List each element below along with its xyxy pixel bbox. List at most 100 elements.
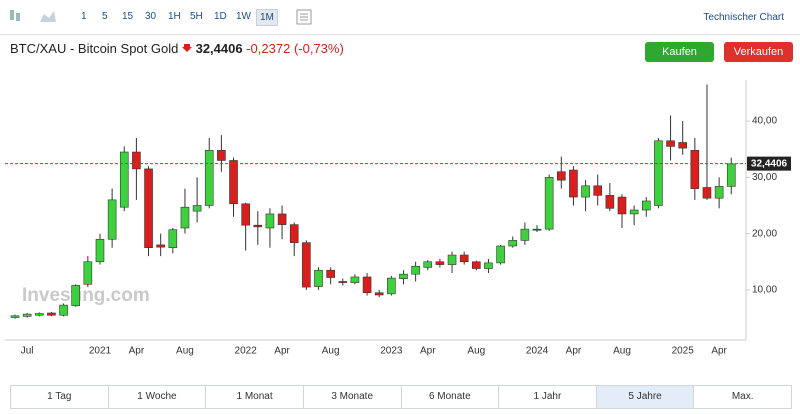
interval-button[interactable]: 5H xyxy=(190,11,203,22)
candle-body xyxy=(556,171,566,181)
interval-button[interactable]: 1D xyxy=(214,11,227,22)
interval-button[interactable]: 1W xyxy=(236,11,251,22)
candle-body xyxy=(338,281,348,283)
candle-body xyxy=(472,261,481,269)
instrument-header: BTC/XAU - Bitcoin Spot Gold 32,4406 -0,2… xyxy=(10,41,344,56)
candle-body xyxy=(714,186,724,199)
sell-button[interactable]: Verkaufen xyxy=(724,42,793,62)
candle-body xyxy=(204,150,214,206)
candle-body xyxy=(447,254,457,265)
toolbar: 1 5 15 30 1H 5H 1D 1W 1M Technischer Chart xyxy=(0,0,800,35)
candle-icon[interactable] xyxy=(10,10,14,20)
candle-body xyxy=(666,140,675,147)
candle-icon-part xyxy=(16,13,20,21)
range-tabs: 1 Tag 1 Woche 1 Monat 3 Monate 6 Monate 1 Jah… xyxy=(10,385,792,409)
candle-body xyxy=(641,200,651,211)
candle-body xyxy=(302,242,311,288)
x-tick-label: 2022 xyxy=(235,346,258,357)
x-tick-label: Aug xyxy=(467,346,485,357)
candle-body xyxy=(289,224,299,243)
candle-body xyxy=(253,224,263,228)
candle-body xyxy=(119,151,129,208)
x-tick-label: 2025 xyxy=(672,346,695,357)
candle-body xyxy=(180,206,190,229)
candle-body xyxy=(593,185,603,196)
candle-body xyxy=(34,313,44,316)
technical-chart-link[interactable]: Technischer Chart xyxy=(703,12,784,23)
candle-body xyxy=(144,168,153,249)
watermark: Investing.com xyxy=(22,285,150,306)
x-tick-label: Apr xyxy=(129,346,145,357)
candle-body xyxy=(326,269,335,278)
interval-button[interactable]: 1H xyxy=(168,11,181,22)
interval-button[interactable]: 5 xyxy=(102,11,108,22)
range-tab[interactable]: Max. xyxy=(731,391,754,402)
candle-body xyxy=(83,261,93,285)
candle-body xyxy=(520,228,530,241)
candle-body xyxy=(192,205,202,212)
range-tab[interactable]: 1 Tag xyxy=(11,386,109,408)
interval-button[interactable]: 15 xyxy=(122,11,134,22)
y-tick-label: 10,00 xyxy=(752,285,777,296)
x-tick-label: Aug xyxy=(322,346,340,357)
candle-body xyxy=(435,261,445,265)
interval-button[interactable]: 1M xyxy=(256,9,278,26)
candle-body xyxy=(107,199,117,240)
area-icon[interactable] xyxy=(40,11,56,22)
range-tab[interactable]: 1 Jahr xyxy=(499,386,597,408)
y-tick-label: 20,00 xyxy=(752,228,777,239)
interval-button[interactable]: 1 xyxy=(81,11,87,22)
candle-body xyxy=(47,312,56,316)
candle-body xyxy=(690,150,700,189)
candle-body xyxy=(95,238,105,263)
x-tick-label: Jul xyxy=(21,346,34,357)
candle-body xyxy=(581,185,590,198)
candle-body xyxy=(496,245,505,264)
y-tick-label: 40,00 xyxy=(752,116,777,127)
range-tab[interactable]: 1 Woche xyxy=(109,386,207,408)
instrument-title: BTC/XAU - Bitcoin Spot Gold xyxy=(10,41,179,56)
range-tab[interactable]: 6 Monate xyxy=(402,386,500,408)
candle-body xyxy=(605,195,615,209)
candle-body xyxy=(350,276,360,283)
chart-type-icons xyxy=(10,10,56,22)
candle-body xyxy=(387,277,396,295)
settings-icon[interactable] xyxy=(296,9,312,25)
last-price-label: 32,4406 xyxy=(751,158,788,169)
candle-body xyxy=(629,209,639,215)
range-tab[interactable]: 3 Monate xyxy=(304,386,402,408)
price-change: -0,2372 xyxy=(246,41,291,56)
buy-button[interactable]: Kaufen xyxy=(645,42,714,62)
candle-body xyxy=(617,196,627,215)
x-tick-label: Apr xyxy=(274,346,290,357)
range-tab[interactable]: 1 Monat xyxy=(206,386,304,408)
candle-body xyxy=(217,150,226,161)
candle-body xyxy=(569,169,578,198)
candle-body xyxy=(726,163,736,187)
down-arrow xyxy=(181,44,192,52)
x-tick-label: 2024 xyxy=(526,346,549,357)
y-tick-label: 30,00 xyxy=(752,172,777,183)
candle-body xyxy=(678,142,688,149)
candle-body xyxy=(654,140,663,206)
candle-body xyxy=(59,304,68,316)
range-tab[interactable]: 5 Jahre xyxy=(596,386,695,408)
candle-body xyxy=(508,240,518,247)
candle-body xyxy=(277,213,287,225)
candle-body xyxy=(314,269,323,287)
candle-body xyxy=(71,285,80,306)
candle-body xyxy=(399,273,408,279)
x-tick-label: Apr xyxy=(420,346,436,357)
candle-body xyxy=(156,244,165,248)
interval-button[interactable]: 30 xyxy=(145,11,157,22)
x-tick-label: Apr xyxy=(711,346,727,357)
candle-body xyxy=(229,160,238,205)
x-tick-label: 2023 xyxy=(380,346,403,357)
price-change-pct: (-0,73%) xyxy=(293,41,344,56)
x-tick-label: Apr xyxy=(566,346,582,357)
candle-body xyxy=(132,151,141,170)
candle-body xyxy=(459,254,469,263)
x-tick-label: Aug xyxy=(176,346,194,357)
